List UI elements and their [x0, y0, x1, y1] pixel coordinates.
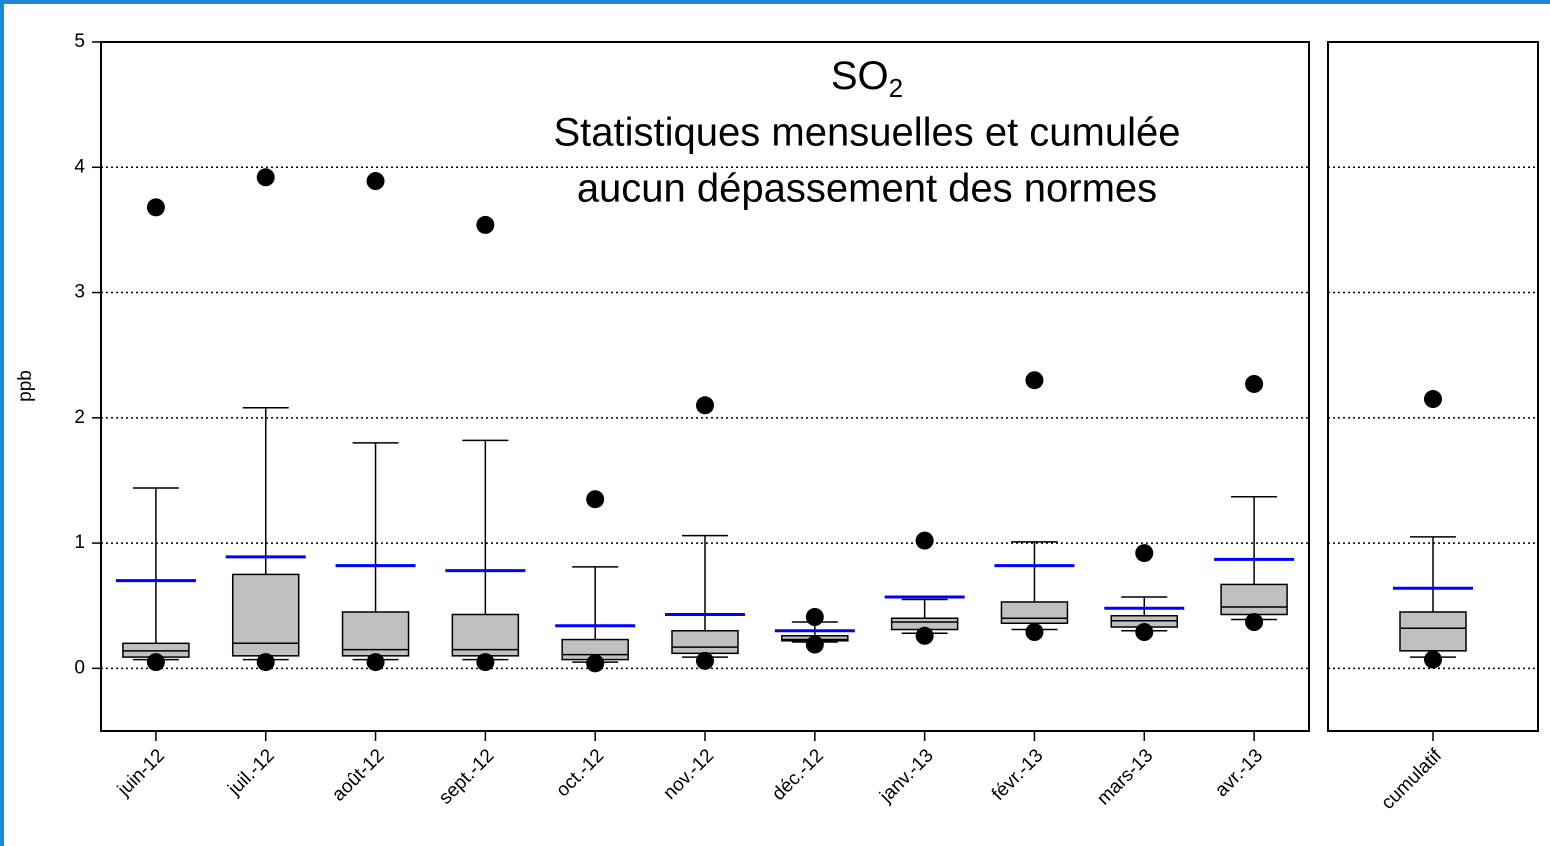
- outlier: [1025, 371, 1044, 390]
- x-tick-label: cumulatif: [1377, 745, 1446, 814]
- title-subscript: 2: [889, 73, 903, 103]
- outlier: [1245, 374, 1264, 393]
- x-tick-label: juin-12: [113, 745, 169, 801]
- outlier: [256, 653, 275, 672]
- outlier: [256, 168, 275, 187]
- outlier: [1025, 623, 1044, 642]
- outlier: [696, 396, 714, 415]
- outlier: [146, 653, 165, 672]
- subtitle: aucun dépassement des normes: [577, 167, 1157, 211]
- outlier: [1135, 544, 1154, 563]
- outlier: [805, 635, 824, 654]
- box: [1220, 583, 1288, 616]
- box: [1000, 601, 1069, 625]
- y-tick-label: 4: [74, 156, 85, 177]
- x-tick-label: sept.-12: [435, 745, 498, 808]
- outlier: [476, 653, 495, 672]
- outlier: [476, 215, 495, 234]
- x-tick-label: avr.-13: [1211, 745, 1267, 801]
- box: [1399, 611, 1467, 652]
- outlier: [696, 651, 714, 670]
- outlier: [366, 172, 385, 191]
- box: [341, 611, 410, 657]
- y-tick-label: 5: [74, 31, 85, 52]
- outlier: [586, 490, 605, 509]
- y-tick-label: 1: [74, 532, 85, 553]
- outlier: [586, 654, 605, 673]
- x-tick-label: nov.-12: [659, 745, 718, 804]
- y-tick-label: 3: [74, 282, 85, 303]
- x-tick-label: févr.-13: [988, 745, 1048, 805]
- outlier: [366, 653, 385, 672]
- outlier: [805, 608, 824, 627]
- outlier: [915, 531, 934, 550]
- outlier: [1424, 650, 1442, 669]
- x-tick-label: août-12: [328, 745, 388, 805]
- x-tick-label: juil.-12: [224, 745, 279, 800]
- x-tick-label: mars-13: [1093, 745, 1157, 809]
- outlier: [1245, 613, 1264, 632]
- subtitle: Statistiques mensuelles et cumulée: [554, 111, 1181, 155]
- x-tick-label: déc.-12: [768, 745, 828, 805]
- outlier: [915, 626, 934, 645]
- y-tick-label: 2: [74, 407, 85, 428]
- y-tick-label: 0: [74, 657, 85, 678]
- outlier: [1424, 390, 1442, 409]
- x-tick-label: oct.-12: [552, 745, 608, 801]
- x-tick-label: janv.-13: [875, 745, 937, 807]
- chart: SO2 Statistiques mensuelles et cumulée a…: [4, 4, 1550, 846]
- box: [671, 630, 739, 655]
- outlier: [1135, 623, 1154, 642]
- y-axis-label: ppb: [15, 370, 36, 402]
- outlier: [146, 198, 165, 217]
- title-text: SO: [831, 54, 889, 98]
- chart-title: SO2: [831, 54, 903, 103]
